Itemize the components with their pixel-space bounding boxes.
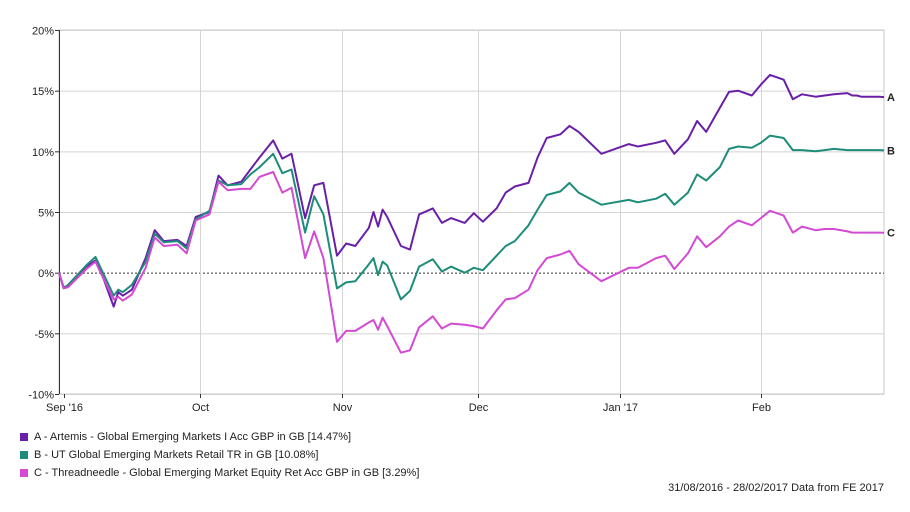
series-end-label-a: A bbox=[887, 92, 895, 104]
x-axis-ticks: Sep '16 Oct Nov Dec Jan '17 Feb bbox=[46, 394, 771, 414]
y-tick-label: 0% bbox=[38, 268, 54, 280]
series-line-c bbox=[58, 171, 885, 354]
series-end-label-b: B bbox=[887, 145, 895, 157]
series-lines bbox=[58, 73, 885, 354]
x-tick-label: Oct bbox=[192, 402, 209, 414]
legend-swatch-b bbox=[20, 451, 28, 459]
legend-item-c: C - Threadneedle - Global Emerging Marke… bbox=[20, 464, 419, 482]
x-tick-label: Dec bbox=[469, 402, 489, 414]
x-tick-label: Nov bbox=[333, 402, 353, 414]
y-tick-label: -5% bbox=[34, 329, 54, 341]
series-end-labels: A B C bbox=[887, 92, 895, 240]
x-tick-label: Jan '17 bbox=[603, 402, 638, 414]
legend-swatch-c bbox=[20, 469, 28, 477]
legend-swatch-a bbox=[20, 433, 28, 441]
legend: A - Artemis - Global Emerging Markets I … bbox=[20, 428, 419, 482]
series-end-label-c: C bbox=[887, 228, 895, 240]
legend-item-b: B - UT Global Emerging Markets Retail TR… bbox=[20, 446, 419, 464]
series-line-b bbox=[58, 134, 885, 301]
y-tick-label: 5% bbox=[38, 208, 54, 220]
legend-item-a: A - Artemis - Global Emerging Markets I … bbox=[20, 428, 419, 446]
x-tick-label: Sep '16 bbox=[46, 402, 83, 414]
legend-label-b: B - UT Global Emerging Markets Retail TR… bbox=[34, 449, 319, 461]
y-tick-label: 10% bbox=[32, 147, 54, 159]
y-tick-label: 20% bbox=[32, 26, 54, 38]
x-tick-label: Feb bbox=[752, 402, 771, 414]
legend-label-a: A - Artemis - Global Emerging Markets I … bbox=[34, 431, 352, 443]
legend-label-c: C - Threadneedle - Global Emerging Marke… bbox=[34, 467, 420, 479]
date-range-footer: 31/08/2016 - 28/02/2017 Data from FE 201… bbox=[668, 482, 884, 494]
y-tick-label: 15% bbox=[32, 86, 54, 98]
y-tick-label: -10% bbox=[28, 390, 54, 402]
y-axis-ticks: 20% 15% 10% 5% 0% -5% -10% bbox=[28, 26, 60, 402]
series-line-a bbox=[58, 73, 885, 308]
grid-lines bbox=[58, 29, 885, 395]
